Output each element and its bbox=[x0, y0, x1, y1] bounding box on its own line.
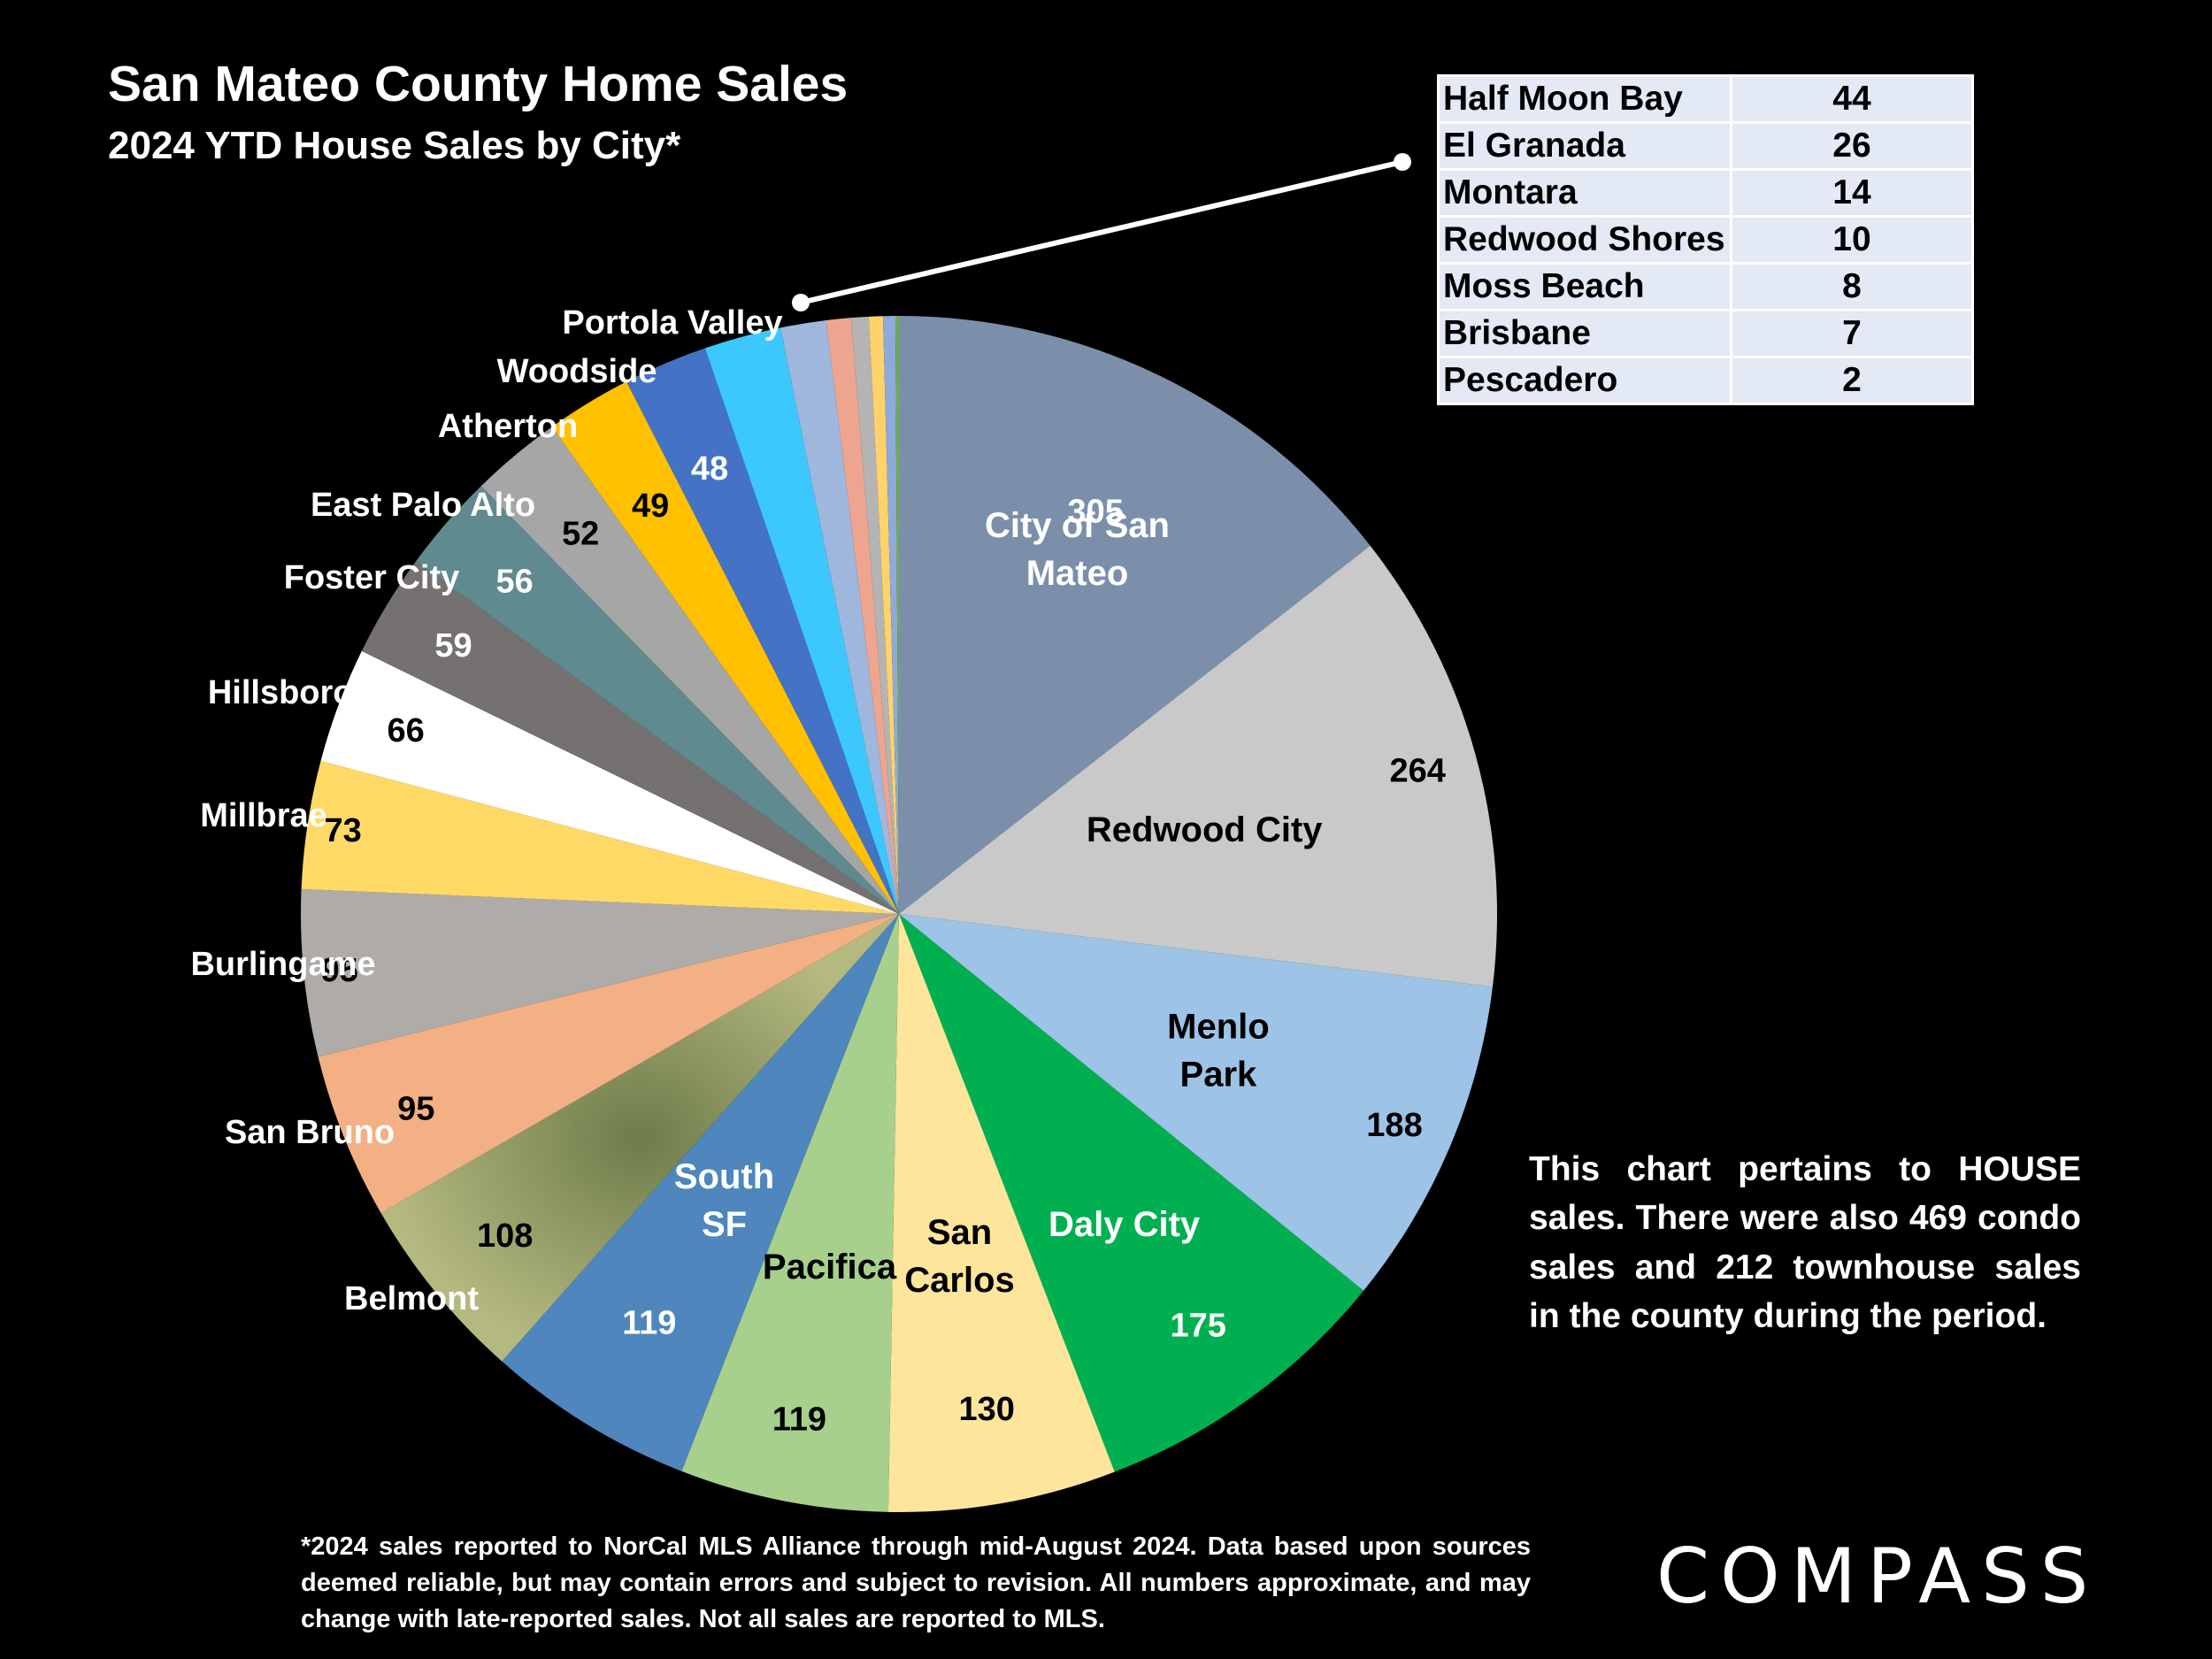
pie-value-san-bruno: 95 bbox=[397, 1090, 434, 1127]
pie-value-daly-city: 175 bbox=[1170, 1308, 1225, 1345]
pie-slice-san-carlos bbox=[887, 914, 1115, 1512]
pie-label-south-sf: SF bbox=[702, 1205, 747, 1244]
pie-slice-woodside bbox=[551, 381, 899, 915]
table-count: 14 bbox=[1730, 168, 1974, 218]
pie-slice-montara bbox=[826, 318, 899, 914]
table-count: 8 bbox=[1730, 262, 1974, 311]
pie-slice-el-granada bbox=[780, 320, 899, 914]
pie-label-menlo-park: Park bbox=[1180, 1055, 1257, 1094]
leader-line-segment bbox=[800, 159, 1403, 305]
pie-label-pacifica: Pacifica bbox=[763, 1248, 897, 1286]
pie-value-foster-city: 59 bbox=[434, 627, 472, 664]
pie-slice-portola-valley bbox=[626, 348, 899, 914]
table-row: Pescadero 2 bbox=[1437, 356, 1974, 405]
pie-value-atherton: 52 bbox=[562, 516, 599, 553]
table-city: Brisbane bbox=[1437, 309, 1732, 358]
pie-slice-san-bruno bbox=[318, 914, 899, 1213]
pie-value-woodside: 49 bbox=[632, 488, 669, 525]
table-row: Redwood Shores 10 bbox=[1437, 215, 1974, 265]
pie-slice-moss-beach bbox=[868, 316, 899, 914]
pie-label-atherton: Atherton bbox=[438, 408, 578, 445]
pie-value-city-of-san-mateo: 305 bbox=[1067, 493, 1123, 530]
house-sales-note: This chart pertains to HOUSE sales. Ther… bbox=[1529, 1150, 2081, 1336]
pie-slice-millbrae bbox=[301, 760, 900, 914]
pie-outer-labels: Belmont San Bruno Burlingame Millbrae Hillsb… bbox=[190, 304, 782, 1317]
pie-label-san-bruno: San Bruno bbox=[225, 1114, 395, 1151]
pie-label-san-carlos: San bbox=[927, 1213, 992, 1252]
pie-value-millbrae: 73 bbox=[325, 812, 362, 849]
table-city: Montara bbox=[1437, 168, 1732, 218]
pie-slice-redwood-city bbox=[899, 545, 1498, 987]
pie-slice-pescadero bbox=[895, 315, 899, 914]
pie-label-san-carlos: Carlos bbox=[904, 1261, 1015, 1300]
pie-slice-east-palo-alto bbox=[416, 486, 899, 914]
small-cities-table: Half Moon Bay 44 El Granada 26 Montara 1… bbox=[1437, 74, 1974, 405]
pie-label-hillsborough: Hillsborough bbox=[208, 674, 415, 711]
pie-value-pacifica: 119 bbox=[772, 1401, 826, 1438]
pie-label-city-of-san-mateo: City of San bbox=[985, 506, 1170, 545]
pie-value-burlingame: 95 bbox=[321, 952, 358, 989]
pie-slice-foster-city bbox=[361, 561, 900, 914]
table-city: Moss Beach bbox=[1437, 262, 1732, 311]
pie-label-foster-city: Foster City bbox=[284, 559, 459, 596]
table-city: Half Moon Bay bbox=[1437, 74, 1732, 124]
pie-label-redwood-city: Redwood City bbox=[1087, 810, 1323, 849]
pie-slices bbox=[301, 315, 1498, 1512]
pie-slice-brisbane bbox=[882, 316, 899, 914]
pie-label-daly-city: Daly City bbox=[1048, 1205, 1201, 1244]
pie-label-menlo-park: Menlo bbox=[1167, 1007, 1270, 1046]
pie-slice-menlo-park bbox=[899, 914, 1493, 1291]
pie-label-portola-valley: Portola Valley bbox=[562, 304, 782, 342]
pie-label-woodside: Woodside bbox=[497, 353, 657, 390]
table-count: 2 bbox=[1730, 356, 1974, 405]
pie-slice-daly-city bbox=[899, 914, 1364, 1472]
pie-slice-hillsborough bbox=[320, 650, 899, 914]
pie-label-belmont: Belmont bbox=[344, 1280, 479, 1317]
leader-line bbox=[792, 153, 1411, 311]
chart-title: San Mateo County Home Sales bbox=[108, 56, 849, 112]
pie-value-san-carlos: 130 bbox=[958, 1391, 1014, 1428]
pie-value-redwood-city: 264 bbox=[1389, 752, 1445, 789]
pie-label-east-palo-alto: East Palo Alto bbox=[311, 487, 535, 524]
leader-dot-start bbox=[792, 294, 810, 311]
pie-value-east-palo-alto: 56 bbox=[496, 564, 534, 601]
pie-slice-pacifica bbox=[681, 914, 899, 1512]
table-row: Half Moon Bay 44 bbox=[1437, 74, 1974, 124]
table-count: 10 bbox=[1730, 215, 1974, 265]
pie-slice-south-sf bbox=[502, 914, 899, 1471]
chart-subtitle: 2024 YTD House Sales by City* bbox=[108, 124, 681, 167]
table-row: El Granada 26 bbox=[1437, 121, 1974, 171]
pie-slice-redwood-shores bbox=[850, 316, 899, 914]
pie-slice-city-of-san-mateo bbox=[899, 316, 1371, 914]
table-city: Redwood Shores bbox=[1437, 215, 1732, 265]
compass-logo: COMPASS bbox=[1656, 1532, 2100, 1621]
pie-value-belmont: 108 bbox=[477, 1217, 533, 1255]
table-count: 7 bbox=[1730, 309, 1974, 358]
pie-value-portola-valley: 48 bbox=[691, 450, 728, 488]
pie-value-menlo-park: 188 bbox=[1366, 1107, 1422, 1144]
table-row: Montara 14 bbox=[1437, 168, 1974, 218]
pie-label-burlingame: Burlingame bbox=[190, 946, 375, 983]
table-row: Moss Beach 8 bbox=[1437, 262, 1974, 311]
pie-label-south-sf: South bbox=[674, 1157, 774, 1196]
pie-slice-burlingame bbox=[301, 888, 899, 1057]
pie-label-millbrae: Millbrae bbox=[200, 797, 327, 834]
table-city: El Granada bbox=[1437, 121, 1732, 171]
footnote: *2024 sales reported to NorCal MLS Allia… bbox=[301, 1532, 1531, 1634]
pie-value-hillsborough: 66 bbox=[387, 712, 424, 749]
pie-slice-belmont bbox=[380, 914, 899, 1362]
table-count: 26 bbox=[1730, 121, 1974, 171]
pie-slice-atherton bbox=[480, 426, 899, 915]
table-city: Pescadero bbox=[1437, 356, 1732, 405]
table-count: 44 bbox=[1730, 74, 1974, 124]
pie-value-south-sf: 119 bbox=[622, 1304, 676, 1341]
leader-dot-end bbox=[1394, 153, 1411, 171]
table-row: Brisbane 7 bbox=[1437, 309, 1974, 358]
pie-slice-half-moon-bay bbox=[704, 327, 899, 914]
pie-label-city-of-san-mateo: Mateo bbox=[1026, 554, 1129, 593]
